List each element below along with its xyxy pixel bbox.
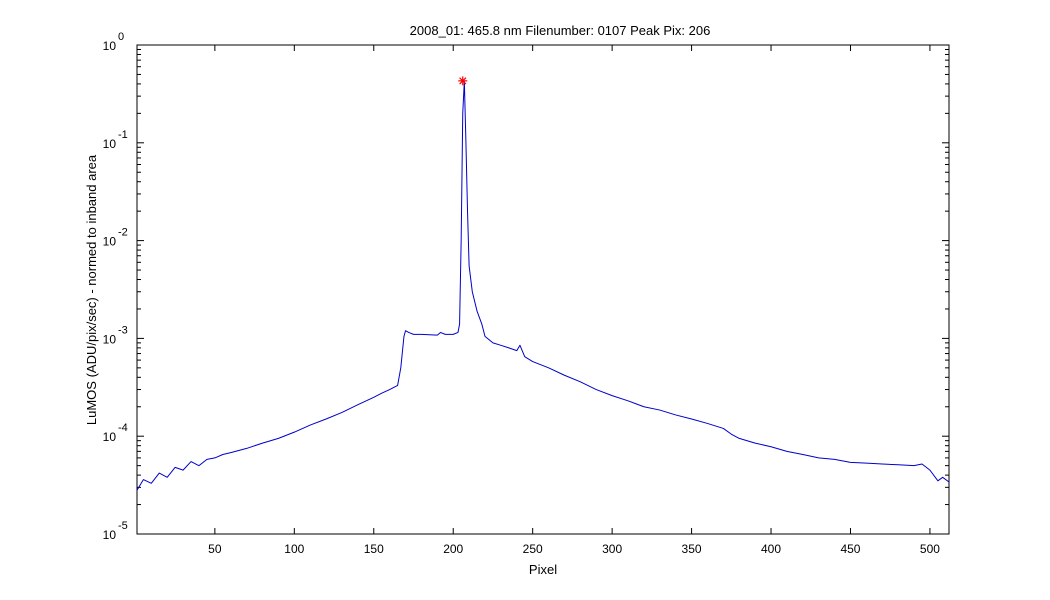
x-tick-label: 150 <box>364 542 384 556</box>
y-tick-label-base: 10 <box>103 528 117 542</box>
x-axis-ticks: 50 100 150 200 250 300 350 400 450 500 <box>208 45 940 556</box>
y-tick-label-base: 10 <box>103 430 117 444</box>
x-tick-label: 450 <box>840 542 860 556</box>
y-tick-label-exponent: -5 <box>118 520 128 532</box>
peak-marker <box>458 76 468 86</box>
y-tick-label-base: 10 <box>103 137 117 151</box>
y-axis-label: LuMOS (ADU/pix/sec) - normed to inband a… <box>84 154 99 425</box>
x-tick-label: 300 <box>602 542 622 556</box>
y-tick-label-base: 10 <box>103 332 117 346</box>
chart-title: 2008_01: 465.8 nm Filenumber: 0107 Peak … <box>410 23 711 38</box>
peak-marker-layer <box>458 76 468 86</box>
y-tick-label-base: 10 <box>103 235 117 249</box>
y-tick-label-exponent: -4 <box>118 422 128 434</box>
y-tick-label-exponent: -3 <box>118 324 128 336</box>
peak-marker-stroke <box>459 77 467 85</box>
series-layer <box>136 80 950 491</box>
x-tick-label: 250 <box>523 542 543 556</box>
x-tick-label: 350 <box>682 542 702 556</box>
x-tick-label: 400 <box>761 542 781 556</box>
plot-area <box>136 44 950 535</box>
y-tick-label-exponent: -2 <box>118 227 128 239</box>
y-tick-label-exponent: 0 <box>118 31 124 43</box>
x-tick-label: 500 <box>920 542 940 556</box>
y-tick-label-base: 10 <box>103 39 117 53</box>
x-axis-label: Pixel <box>529 562 557 577</box>
y-tick-label-exponent: -1 <box>118 129 128 141</box>
series-line <box>136 80 950 491</box>
x-tick-label: 100 <box>284 542 304 556</box>
x-tick-label: 50 <box>208 542 222 556</box>
x-tick-label: 200 <box>443 542 463 556</box>
